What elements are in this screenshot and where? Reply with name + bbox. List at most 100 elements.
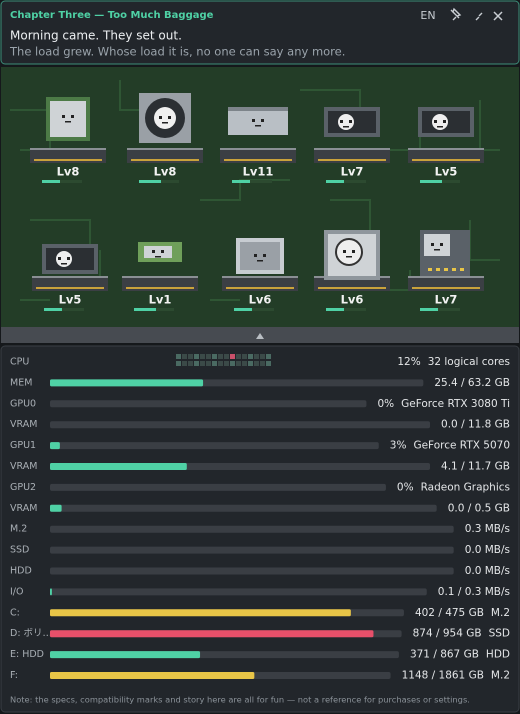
sprite-part [155, 256, 161, 258]
row-value: HDD [486, 649, 510, 661]
xp-bar [134, 308, 156, 311]
sprite-part [56, 251, 72, 267]
row-value: M.2 [491, 670, 510, 682]
sprite-part [261, 119, 264, 122]
unit: Lv11 [220, 107, 296, 183]
unit-level: Lv11 [243, 165, 274, 179]
sprite-part [131, 159, 199, 161]
cpu-core [194, 361, 199, 366]
sprite-part [32, 276, 108, 278]
bar-fill [50, 463, 187, 470]
cpu-core [206, 361, 211, 366]
sprite-part [226, 287, 294, 289]
sprite-part [460, 268, 464, 271]
sprite-part [168, 116, 171, 119]
row-value: 4.1 / 11.7 GB [441, 461, 510, 473]
sprite-part [159, 116, 162, 119]
cpu-core [242, 361, 247, 366]
sprite-part [318, 287, 386, 289]
bar-fill [50, 588, 52, 596]
row-value: 12% [397, 356, 420, 368]
cpu-core [200, 354, 205, 359]
sprite-part [30, 148, 106, 150]
collapse-arrow[interactable] [256, 333, 264, 339]
sprite-part [444, 268, 448, 271]
cpu-core [224, 354, 229, 359]
row-value: M.2 [491, 607, 510, 619]
unit: Lv7 [408, 230, 484, 311]
bar-fill [50, 630, 374, 638]
row-value: GeForce RTX 3080 Ti [401, 398, 510, 410]
row-value: Radeon Graphics [421, 481, 510, 493]
row-label: CPU [10, 357, 29, 368]
sprite-part [408, 148, 484, 150]
cpu-core [254, 361, 259, 366]
sprite-part [127, 148, 203, 150]
sprite-part [434, 120, 437, 123]
sprite-part [263, 254, 266, 257]
sprite-part [340, 120, 343, 123]
cpu-core [266, 361, 271, 366]
unit-level: Lv6 [249, 293, 272, 307]
row-value: 0.0 / 11.8 GB [441, 419, 510, 431]
sprite-part [255, 125, 261, 127]
close-button[interactable] [493, 11, 503, 21]
sprite-part [352, 250, 355, 253]
cpu-core [176, 361, 181, 366]
cpu-core [266, 354, 271, 359]
xp-track [44, 308, 84, 311]
story-line: Morning came. They set out. [10, 29, 182, 43]
row-label: VRAM [10, 419, 37, 430]
row-value: 1148 / 1861 GB [402, 670, 484, 682]
shrink-button[interactable] [475, 12, 483, 21]
language-toggle[interactable]: EN [420, 9, 435, 22]
xp-bar [420, 308, 438, 311]
sprite-part [144, 246, 172, 258]
xp-bar [326, 308, 344, 311]
cpu-core [212, 361, 217, 366]
unit-level: Lv8 [57, 165, 80, 179]
xp-bar [326, 180, 344, 183]
unit: Lv8 [127, 93, 203, 183]
cpu-core [188, 354, 193, 359]
unit-level: Lv8 [154, 165, 177, 179]
sprite-part [434, 249, 440, 251]
sprite-part [431, 243, 434, 246]
sprite-part [224, 159, 292, 161]
row-value: 0% [397, 481, 414, 493]
xp-track [232, 180, 272, 183]
sprite-part [424, 234, 450, 256]
cpu-core [224, 361, 229, 366]
cpu-core [260, 354, 265, 359]
cpu-core [230, 361, 235, 366]
unit-level: Lv7 [341, 165, 364, 179]
pin-button[interactable] [450, 7, 462, 21]
cpu-core [242, 354, 247, 359]
cpu-core [182, 354, 187, 359]
sprite-part [222, 276, 298, 278]
row-value: 874 / 954 GB [413, 628, 482, 640]
bar-fill [50, 609, 351, 617]
bar-track [50, 483, 386, 491]
row-label: GPU1 [10, 440, 36, 451]
xp-bar [44, 308, 62, 311]
sprite-part [36, 287, 104, 289]
row-label: VRAM [10, 461, 37, 472]
sprite-part [436, 268, 440, 271]
bar-fill [50, 651, 201, 659]
sprite-part [343, 250, 346, 253]
cpu-core [200, 361, 205, 366]
sprite-part [432, 114, 448, 130]
sprite-part [58, 257, 61, 260]
story-line: The load grew. Whose load it is, no one … [9, 45, 345, 59]
bar-fill [50, 379, 204, 387]
row-value: 0.0 MB/s [465, 544, 510, 556]
sprite-part [314, 148, 390, 150]
sprite-part [122, 276, 198, 278]
xp-bar [232, 180, 250, 183]
row-value: 0% [377, 398, 394, 410]
sprite-part [126, 287, 194, 289]
sprite-part [228, 107, 288, 111]
sprite-part [240, 242, 280, 270]
sprite-part [335, 238, 363, 266]
